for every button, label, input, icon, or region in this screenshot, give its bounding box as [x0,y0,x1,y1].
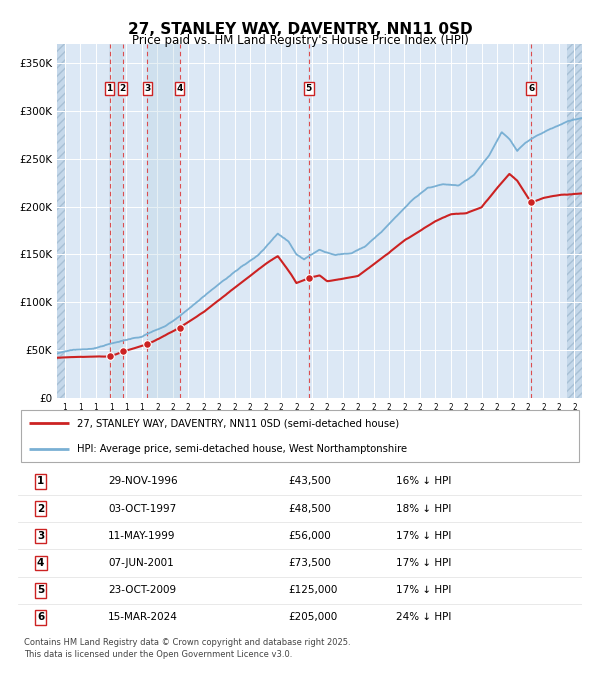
Text: 4: 4 [176,84,183,93]
Text: 1: 1 [107,84,113,93]
Text: 11-MAY-1999: 11-MAY-1999 [108,531,176,541]
Text: 2: 2 [119,84,126,93]
Text: 03-OCT-1997: 03-OCT-1997 [108,504,176,513]
Text: £43,500: £43,500 [289,477,332,486]
Text: 17% ↓ HPI: 17% ↓ HPI [396,585,451,595]
FancyBboxPatch shape [21,410,579,462]
Text: £73,500: £73,500 [289,558,332,568]
Text: 24% ↓ HPI: 24% ↓ HPI [396,613,451,622]
Text: £205,000: £205,000 [289,613,338,622]
Text: 6: 6 [528,84,535,93]
Bar [109,44,123,398]
Bar [57,44,65,398]
Text: 07-JUN-2001: 07-JUN-2001 [108,558,174,568]
Text: 16% ↓ HPI: 16% ↓ HPI [396,477,451,486]
Text: 23-OCT-2009: 23-OCT-2009 [108,585,176,595]
Bar [308,44,310,398]
Text: 5: 5 [37,585,44,595]
Text: £56,000: £56,000 [289,531,331,541]
Text: 5: 5 [306,84,312,93]
Text: £48,500: £48,500 [289,504,332,513]
Text: 3: 3 [37,531,44,541]
Bar [531,44,532,398]
Text: 6: 6 [37,613,44,622]
Bar [566,44,590,398]
Text: 29-NOV-1996: 29-NOV-1996 [108,477,178,486]
Text: Contains HM Land Registry data © Crown copyright and database right 2025.
This d: Contains HM Land Registry data © Crown c… [23,638,350,659]
Text: 27, STANLEY WAY, DAVENTRY, NN11 0SD (semi-detached house): 27, STANLEY WAY, DAVENTRY, NN11 0SD (sem… [77,418,400,428]
Text: 3: 3 [145,84,151,93]
Text: HPI: Average price, semi-detached house, West Northamptonshire: HPI: Average price, semi-detached house,… [77,444,407,454]
Text: 1: 1 [37,477,44,486]
Text: £125,000: £125,000 [289,585,338,595]
Text: 4: 4 [37,558,44,568]
Text: Price paid vs. HM Land Registry's House Price Index (HPI): Price paid vs. HM Land Registry's House … [131,34,469,47]
Text: 17% ↓ HPI: 17% ↓ HPI [396,558,451,568]
Bar [147,44,180,398]
Text: 2: 2 [37,504,44,513]
Text: 27, STANLEY WAY, DAVENTRY, NN11 0SD: 27, STANLEY WAY, DAVENTRY, NN11 0SD [128,22,472,37]
Text: 15-MAR-2024: 15-MAR-2024 [108,613,178,622]
Text: 18% ↓ HPI: 18% ↓ HPI [396,504,451,513]
Text: 17% ↓ HPI: 17% ↓ HPI [396,531,451,541]
